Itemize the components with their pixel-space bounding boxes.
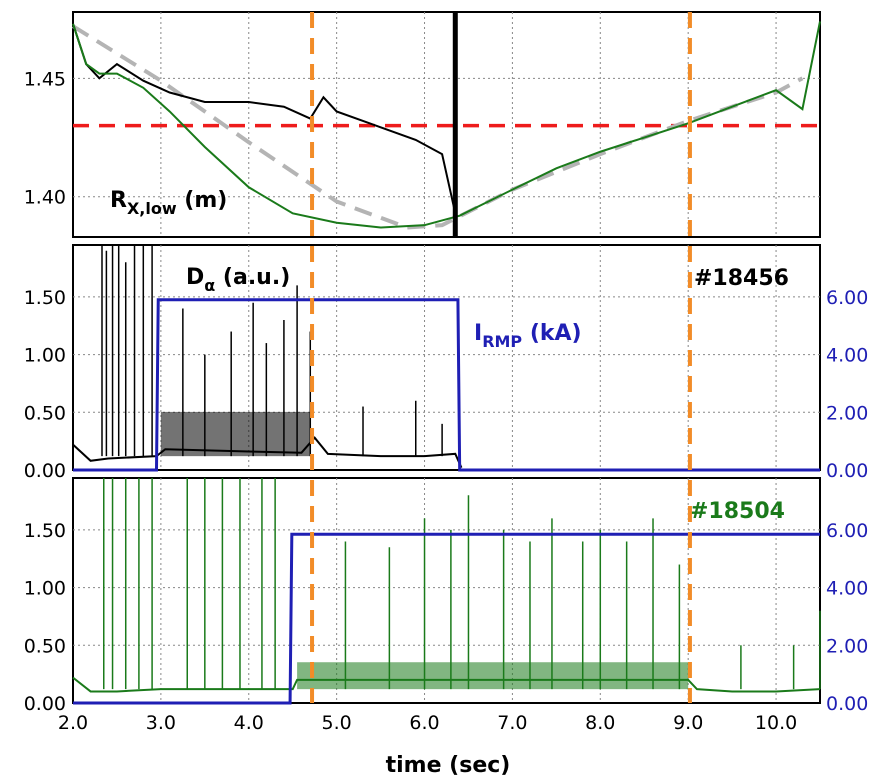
panel-bottom: 0.000.501.001.500.002.004.006.00 #18504 … bbox=[24, 477, 869, 778]
panel-middle-frame bbox=[72, 244, 821, 471]
y-tick-label-left: 1.50 bbox=[24, 287, 66, 309]
y-tick-label-right: 6.00 bbox=[826, 520, 868, 542]
x-tick-label: 8.0 bbox=[585, 712, 615, 734]
x-tick-label: 3.0 bbox=[146, 712, 176, 734]
x-tick-label: 9.0 bbox=[673, 712, 703, 734]
rx-low-label: RX,low (m) bbox=[110, 188, 227, 218]
rx-low-label-sub: X,low bbox=[127, 199, 177, 218]
x-tick-label: 2.0 bbox=[58, 712, 88, 734]
d-alpha-label-main: D bbox=[186, 265, 204, 290]
x-axis-label: time (sec) bbox=[386, 753, 511, 778]
y-tick-label-right: 4.00 bbox=[826, 578, 868, 600]
y-tick-label-right: 6.00 bbox=[826, 287, 868, 309]
shot-label-18504: #18504 bbox=[690, 499, 785, 524]
d-alpha-baseline bbox=[72, 676, 821, 693]
series-top-group bbox=[72, 12, 821, 237]
vertical-markers bbox=[310, 12, 692, 703]
d-alpha-dense-band bbox=[297, 662, 689, 690]
panel-top: 1.45 1.40 RX,low (m) bbox=[24, 11, 821, 238]
y-tick-label-left: 0.00 bbox=[24, 693, 66, 715]
i-rmp-label: IRMP (kA) bbox=[474, 321, 582, 351]
series-line-green bbox=[72, 21, 821, 229]
series-middle-group bbox=[72, 245, 820, 472]
y-tick-label-left: 0.50 bbox=[24, 402, 66, 424]
series-bottom-group bbox=[72, 478, 821, 705]
x-tick-label: 7.0 bbox=[497, 712, 527, 734]
y-tick-label-left: 0.00 bbox=[24, 460, 66, 482]
panel-bottom-frame bbox=[72, 477, 821, 704]
x-tick-label: 4.0 bbox=[234, 712, 264, 734]
series-line-black bbox=[72, 23, 457, 214]
d-alpha-label-sub: α bbox=[204, 276, 215, 295]
y-tick-label-left: 1.50 bbox=[24, 520, 66, 542]
x-axis-ticks: 2.0 3.0 4.0 5.0 6.0 7.0 8.0 9.0 10.0 bbox=[58, 712, 797, 734]
d-alpha-dense-band bbox=[160, 411, 311, 457]
d-alpha-baseline bbox=[72, 436, 463, 469]
i-rmp-label-main: I bbox=[474, 321, 482, 346]
y-tick-label-right: 2.00 bbox=[826, 635, 868, 657]
panel-top-yticks: 1.45 1.40 bbox=[24, 68, 66, 208]
i-rmp-line bbox=[73, 298, 820, 472]
rx-low-label-unit: (m) bbox=[177, 188, 228, 213]
x-tick-label: 6.0 bbox=[409, 712, 439, 734]
fit-line-group bbox=[71, 24, 820, 230]
panel-middle: 0.00 0.50 1.00 1.50 0.00 2.00 4.00 6.00 Dα (a.u… bbox=[24, 244, 869, 482]
rx-low-label-main: R bbox=[110, 188, 127, 213]
y-tick-label-left: 1.00 bbox=[24, 345, 66, 367]
y-tick-label: 1.40 bbox=[24, 187, 66, 209]
shot-label-18456: #18456 bbox=[694, 266, 789, 291]
y-tick-label-right: 0.00 bbox=[826, 460, 868, 482]
y-tick-label-right: 2.00 bbox=[826, 402, 868, 424]
y-tick-label-right: 0.00 bbox=[826, 693, 868, 715]
panel-middle-yticks: 0.00 0.50 1.00 1.50 0.00 2.00 4.00 6.00 bbox=[24, 287, 869, 482]
fit-line bbox=[71, 24, 804, 230]
y-tick-label-left: 1.00 bbox=[24, 578, 66, 600]
y-tick-label-right: 4.00 bbox=[826, 345, 868, 367]
i-rmp-label-unit: (kA) bbox=[522, 321, 581, 346]
d-alpha-label-unit: (a.u.) bbox=[215, 265, 290, 290]
panel-bottom-yticks: 0.00 0.50 1.00 1.50 0.00 2.00 4.00 6.00 bbox=[24, 520, 869, 715]
i-rmp-line bbox=[73, 532, 820, 705]
x-tick-label: 10.0 bbox=[755, 712, 797, 734]
x-tick-label: 5.0 bbox=[322, 712, 352, 734]
d-alpha-label: Dα (a.u.) bbox=[186, 265, 290, 295]
y-tick-label-left: 0.50 bbox=[24, 635, 66, 657]
i-rmp-label-sub: RMP bbox=[482, 332, 522, 351]
y-tick-label: 1.45 bbox=[24, 68, 66, 90]
